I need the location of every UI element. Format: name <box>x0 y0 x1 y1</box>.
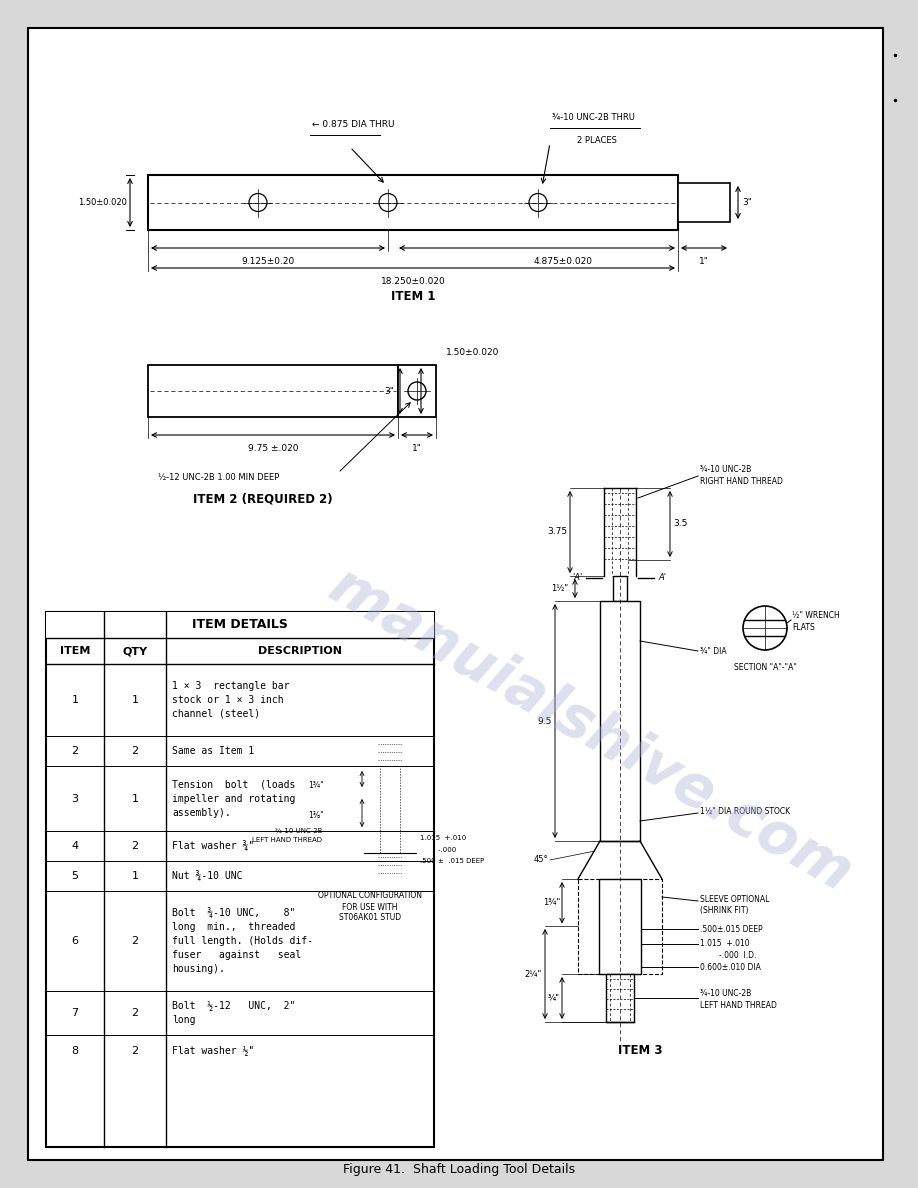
Text: 2¼": 2¼" <box>525 969 542 979</box>
Text: 2: 2 <box>72 746 79 756</box>
Bar <box>604 488 636 576</box>
Bar <box>678 183 730 222</box>
Text: 1: 1 <box>131 871 139 881</box>
Text: .500±.015 DEEP: .500±.015 DEEP <box>700 924 763 934</box>
Bar <box>599 879 641 974</box>
Text: SLEEVE OPTIONAL: SLEEVE OPTIONAL <box>700 895 769 904</box>
Bar <box>398 365 436 417</box>
Text: ¾-10 UNC-2B: ¾-10 UNC-2B <box>274 828 322 834</box>
Text: ITEM 2 (REQUIRED 2): ITEM 2 (REQUIRED 2) <box>193 493 333 506</box>
Text: Flat washer ½": Flat washer ½" <box>172 1047 254 1056</box>
Text: A': A' <box>658 574 666 582</box>
Bar <box>364 767 416 853</box>
Text: Tension  bolt  (loads
impeller and rotating
assembly).: Tension bolt (loads impeller and rotatin… <box>172 779 296 817</box>
Text: Same as Item 1: Same as Item 1 <box>172 746 254 756</box>
Text: Bolt  ½-12   UNC,  2"
long: Bolt ½-12 UNC, 2" long <box>172 1001 296 1025</box>
Text: ST06AK01 STUD: ST06AK01 STUD <box>339 914 401 923</box>
Text: 2: 2 <box>131 841 139 851</box>
Text: LEFT HAND THREAD: LEFT HAND THREAD <box>700 1000 777 1010</box>
Text: 18.250±0.020: 18.250±0.020 <box>381 277 445 286</box>
Text: 5: 5 <box>72 871 79 881</box>
Text: 1: 1 <box>131 695 139 704</box>
Text: 1": 1" <box>412 444 422 453</box>
Text: 8: 8 <box>72 1047 79 1056</box>
Text: 1¾": 1¾" <box>308 782 324 790</box>
Text: Nut ¾-10 UNC: Nut ¾-10 UNC <box>172 871 242 881</box>
Text: Bolt  ¾-10 UNC,    8"
long  min.,  threaded
full length. (Holds dif-
fuser   aga: Bolt ¾-10 UNC, 8" long min., threaded fu… <box>172 908 313 974</box>
Text: Flat washer ¾": Flat washer ¾" <box>172 841 254 852</box>
Text: 2 PLACES: 2 PLACES <box>577 135 617 145</box>
Text: QTY: QTY <box>122 646 148 656</box>
Text: 7: 7 <box>72 1007 79 1018</box>
Text: 1½": 1½" <box>551 584 568 593</box>
Text: 2: 2 <box>131 1047 139 1056</box>
Bar <box>378 740 402 767</box>
Text: -.000: -.000 <box>420 847 456 853</box>
Text: 2: 2 <box>131 746 139 756</box>
Text: 1⅜": 1⅜" <box>308 811 324 821</box>
Text: 1: 1 <box>72 695 79 704</box>
Text: ITEM 3: ITEM 3 <box>618 1043 662 1056</box>
Text: Figure 41.  Shaft Loading Tool Details: Figure 41. Shaft Loading Tool Details <box>343 1163 575 1176</box>
Text: OPTIONAL CONFIGURATION: OPTIONAL CONFIGURATION <box>318 891 422 901</box>
Text: FLATS: FLATS <box>792 624 815 632</box>
Bar <box>46 612 434 1146</box>
Bar <box>600 601 640 841</box>
Bar <box>613 576 627 601</box>
Text: 1¾": 1¾" <box>543 898 560 908</box>
Text: ½" WRENCH: ½" WRENCH <box>792 612 840 620</box>
Text: 1: 1 <box>131 794 139 803</box>
Text: 2: 2 <box>131 1007 139 1018</box>
Text: 9.125±0.20: 9.125±0.20 <box>241 257 295 266</box>
Text: FOR USE WITH: FOR USE WITH <box>342 903 397 911</box>
Text: 1.50±0.020: 1.50±0.020 <box>78 198 127 207</box>
Text: 'A': 'A' <box>572 574 582 582</box>
Text: LEFT HAND THREAD: LEFT HAND THREAD <box>252 838 322 843</box>
Text: (SHRINK FIT): (SHRINK FIT) <box>700 906 748 916</box>
Text: 1.50±0.020: 1.50±0.020 <box>446 348 499 358</box>
Text: 3: 3 <box>72 794 79 803</box>
Bar <box>378 853 402 881</box>
Bar <box>578 879 662 974</box>
Text: ¾-10 UNC-2B THRU: ¾-10 UNC-2B THRU <box>552 113 635 122</box>
Text: ¾": ¾" <box>548 993 560 1003</box>
Text: ITEM 1: ITEM 1 <box>391 290 435 303</box>
Text: 1.015  +.010: 1.015 +.010 <box>420 835 466 841</box>
Text: .500 ±  .015 DEEP: .500 ± .015 DEEP <box>420 858 485 864</box>
Text: 1": 1" <box>700 257 709 266</box>
Text: 6: 6 <box>72 936 79 946</box>
Text: 1 × 3  rectangle bar
stock or 1 × 3 inch
channel (steel): 1 × 3 rectangle bar stock or 1 × 3 inch … <box>172 681 289 719</box>
Text: 45°: 45° <box>533 855 548 865</box>
Bar <box>46 612 434 638</box>
Text: ¾" DIA: ¾" DIA <box>700 646 727 656</box>
Text: manuialshive.com: manuialshive.com <box>319 557 862 903</box>
Text: 1.015  +.010: 1.015 +.010 <box>700 940 750 948</box>
Text: 3.5: 3.5 <box>673 519 688 529</box>
Text: 4: 4 <box>72 841 79 851</box>
Text: ← 0.875 DIA THRU: ← 0.875 DIA THRU <box>312 120 395 129</box>
Text: 3": 3" <box>742 198 752 207</box>
Bar <box>148 175 678 230</box>
Text: RIGHT HAND THREAD: RIGHT HAND THREAD <box>700 476 783 486</box>
Text: -.000  I.D.: -.000 I.D. <box>700 950 756 960</box>
Text: ¾-10 UNC-2B: ¾-10 UNC-2B <box>700 466 751 474</box>
Text: ½-12 UNC-2B 1.00 MIN DEEP: ½-12 UNC-2B 1.00 MIN DEEP <box>158 473 279 481</box>
Text: 3": 3" <box>384 386 394 396</box>
Text: 0.600±.010 DIA: 0.600±.010 DIA <box>700 962 761 972</box>
Text: 3.75: 3.75 <box>547 527 567 537</box>
Text: 2: 2 <box>131 936 139 946</box>
Bar <box>148 365 398 417</box>
Text: ¾-10 UNC-2B: ¾-10 UNC-2B <box>700 988 751 998</box>
Text: DESCRIPTION: DESCRIPTION <box>258 646 342 656</box>
Text: SECTION "A"-"A": SECTION "A"-"A" <box>733 664 797 672</box>
Text: 4.875±0.020: 4.875±0.020 <box>533 257 592 266</box>
Text: 9.75 ±.020: 9.75 ±.020 <box>248 444 298 453</box>
Bar <box>606 974 634 1022</box>
Text: ITEM DETAILS: ITEM DETAILS <box>192 619 288 632</box>
Text: ITEM: ITEM <box>60 646 90 656</box>
Text: 9.5: 9.5 <box>538 716 552 726</box>
Text: 1½" DIA ROUND STOCK: 1½" DIA ROUND STOCK <box>700 807 790 815</box>
